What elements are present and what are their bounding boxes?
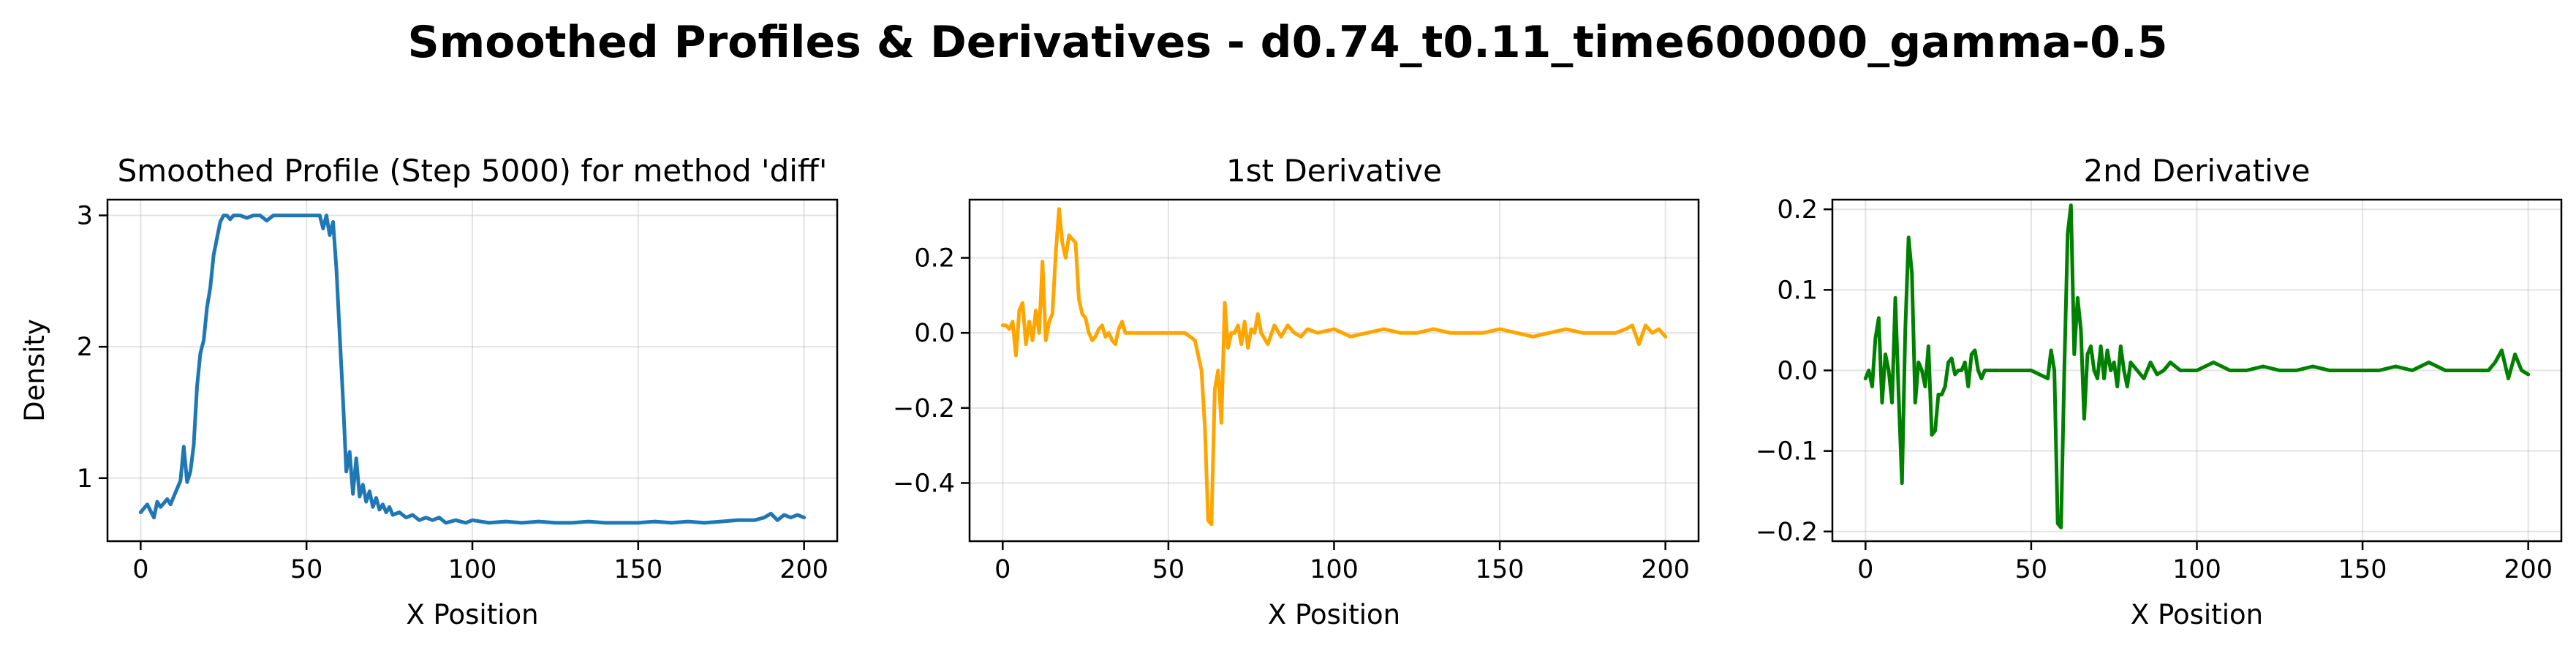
figure-title: Smoothed Profiles & Derivatives - d0.74_… bbox=[408, 17, 2168, 68]
x-tick-label: 50 bbox=[2015, 555, 2048, 584]
density-profile-panel: 0 50 100 150 200 1 2 3 Smoothed Profile (Step 50… bbox=[19, 153, 839, 630]
x-tick-label: 200 bbox=[1641, 555, 1690, 584]
y-tick-label: 0.2 bbox=[914, 244, 955, 274]
x-tick-label: 150 bbox=[613, 555, 662, 584]
y-tick-label: 0.0 bbox=[1777, 357, 1818, 386]
panel-title: Smoothed Profile (Step 5000) for method … bbox=[118, 153, 828, 189]
x-tick-label: 0 bbox=[132, 555, 148, 584]
panel-title: 1st Derivative bbox=[1226, 153, 1442, 189]
x-tick-label: 150 bbox=[1476, 555, 1525, 584]
x-tick-label: 100 bbox=[1310, 555, 1359, 584]
y-axis-label: Density bbox=[19, 319, 50, 422]
series-line bbox=[1000, 207, 1668, 527]
first-derivative-panel: 0 50 100 150 200 0.2 0.0 −0.2 −0.4 1st Derivative… bbox=[893, 153, 1700, 630]
x-tick-label: 200 bbox=[779, 555, 828, 584]
y-tick-label: 0.2 bbox=[1777, 195, 1818, 225]
x-tick-label: 50 bbox=[1152, 555, 1185, 584]
y-tick-label: −0.4 bbox=[893, 469, 955, 498]
x-tick-label: 0 bbox=[1857, 555, 1873, 584]
x-tick-label: 150 bbox=[2338, 555, 2387, 584]
x-axis-label: X Position bbox=[2131, 599, 2263, 630]
x-tick-label: 50 bbox=[290, 555, 323, 584]
y-tick-label: −0.1 bbox=[1756, 437, 1818, 467]
x-tick-label: 200 bbox=[2504, 555, 2553, 584]
y-tick-label: 2 bbox=[77, 333, 93, 362]
x-tick-label: 100 bbox=[2172, 555, 2221, 584]
y-tick-label: 0.1 bbox=[1777, 276, 1818, 305]
y-tick-label: 1 bbox=[77, 464, 93, 494]
x-tick-label: 100 bbox=[448, 555, 497, 584]
y-tick-label: −0.2 bbox=[893, 394, 955, 423]
y-tick-label: 0.0 bbox=[914, 319, 955, 348]
y-tick-label: 3 bbox=[77, 202, 93, 231]
y-tick-label: −0.2 bbox=[1756, 518, 1818, 547]
series-line bbox=[1863, 203, 2531, 529]
x-axis-label: X Position bbox=[1268, 599, 1400, 630]
x-axis-label: X Position bbox=[406, 599, 538, 630]
x-tick-label: 0 bbox=[994, 555, 1011, 584]
series-line bbox=[138, 214, 807, 525]
panel-title: 2nd Derivative bbox=[2084, 153, 2311, 189]
second-derivative-panel: 0 50 100 150 200 0.2 0.1 0.0 −0.1 −0.2 2nd Derivat… bbox=[1756, 153, 2563, 630]
